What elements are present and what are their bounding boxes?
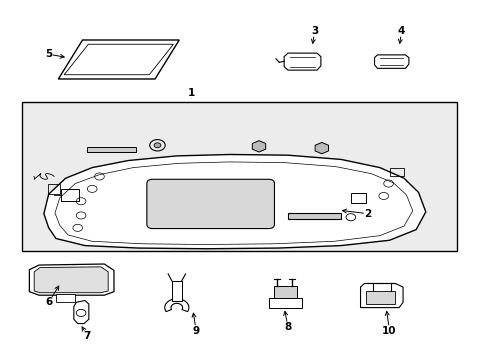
Text: 6: 6	[45, 297, 52, 307]
Bar	[366, 291, 394, 304]
Text: 4: 4	[397, 26, 405, 36]
Text: 9: 9	[192, 326, 199, 336]
Polygon shape	[164, 299, 188, 312]
Bar	[22, 102, 456, 251]
Bar	[61, 189, 79, 201]
Bar	[350, 193, 366, 203]
Polygon shape	[284, 53, 320, 70]
Text: 1: 1	[187, 88, 195, 98]
Polygon shape	[74, 301, 89, 324]
Polygon shape	[360, 283, 402, 307]
Polygon shape	[374, 55, 408, 68]
Bar	[48, 184, 60, 194]
Polygon shape	[314, 143, 328, 154]
Text: 7: 7	[83, 331, 91, 341]
Circle shape	[154, 143, 161, 148]
Polygon shape	[252, 141, 265, 152]
Bar	[87, 147, 136, 152]
Bar	[389, 168, 403, 176]
Polygon shape	[58, 40, 179, 79]
Bar	[56, 294, 75, 302]
Text: 5: 5	[45, 49, 52, 59]
Text: 10: 10	[382, 326, 396, 336]
Bar	[273, 286, 296, 298]
Polygon shape	[44, 154, 425, 249]
Text: 8: 8	[284, 322, 291, 332]
Text: 2: 2	[364, 209, 371, 219]
Text: 3: 3	[310, 26, 318, 36]
Bar	[268, 298, 301, 307]
Polygon shape	[34, 267, 108, 293]
Bar	[287, 213, 341, 219]
Bar	[172, 281, 181, 301]
Polygon shape	[29, 264, 114, 295]
FancyBboxPatch shape	[146, 179, 274, 229]
